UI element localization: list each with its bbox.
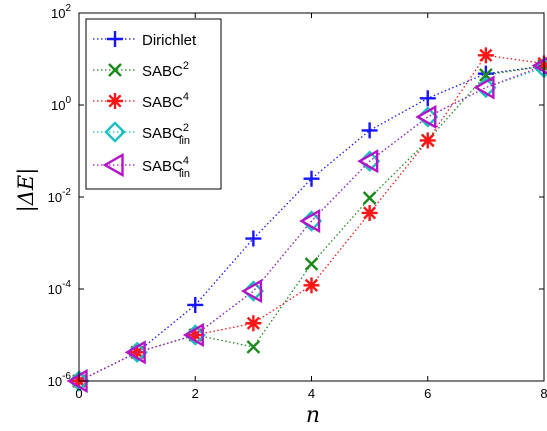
legend-marker-sabc4lin (102, 152, 124, 178)
data-point-sabc2 (362, 191, 377, 205)
legend-marker-sabc4 (107, 93, 123, 109)
data-point-sabc4lin (473, 75, 495, 100)
data-point-dirichlet (419, 90, 436, 107)
data-point-sabc4lin (531, 56, 547, 75)
data-point-sabc2 (246, 340, 261, 354)
legend-marker-sabc2 (108, 63, 122, 77)
ticks-layer: 0 2 4 6 8 10-6 10-4 10-2 100 102 (48, 3, 547, 401)
y-tick-label: 100 (51, 95, 71, 113)
data-point-dirichlet (245, 230, 262, 247)
x-tick-label: 4 (308, 386, 315, 401)
data-point-sabc4lin (124, 340, 146, 365)
data-point-dirichlet (361, 122, 378, 139)
data-point-sabc4lin (299, 208, 321, 234)
series-layer (66, 47, 547, 394)
data-point-sabc4lin (240, 279, 263, 304)
data-point-dirichlet (187, 296, 204, 313)
x-tick-label: 8 (540, 386, 547, 401)
legend-marker-dirichlet (107, 31, 123, 47)
legend-box (85, 18, 222, 190)
y-tick-label: 10-6 (48, 371, 72, 389)
y-tick-label: 10-4 (48, 279, 72, 297)
series-line-sabc4lin (78, 64, 545, 382)
data-point-sabc4lin (357, 149, 379, 174)
legend-label-sabc4: SABC4 (142, 91, 189, 111)
data-point-sabc4 (245, 315, 262, 332)
data-point-sabc4 (477, 47, 494, 64)
legend: Dirichlet SABC2 SABC4 SABC2 lin SABC4 lin (85, 18, 222, 190)
x-tick-label: 2 (192, 386, 199, 401)
y-axis-label: |ΔE| (14, 168, 39, 213)
y-tick-label: 102 (51, 3, 71, 21)
data-point-sabc4 (361, 204, 378, 221)
x-tick-label: 0 (75, 386, 82, 401)
data-point-dirichlet (303, 170, 320, 187)
legend-label-sabc4lin: SABC4 lin (142, 155, 190, 180)
legend-label-sabc2: SABC2 (142, 60, 189, 80)
y-tick-label: 10-2 (48, 187, 72, 205)
x-axis-label: n (306, 403, 320, 428)
legend-label-dirichlet: Dirichlet (142, 32, 197, 49)
data-point-sabc4 (419, 132, 436, 149)
data-point-sabc4lin (182, 322, 204, 348)
x-tick-label: 6 (424, 386, 431, 401)
legend-label-sabc2lin: SABC2 lin (142, 122, 190, 147)
data-point-sabc4lin (415, 104, 437, 130)
data-point-sabc4 (303, 277, 320, 294)
legend-marker-sabc2lin (104, 121, 126, 143)
data-point-sabc2 (304, 257, 319, 271)
